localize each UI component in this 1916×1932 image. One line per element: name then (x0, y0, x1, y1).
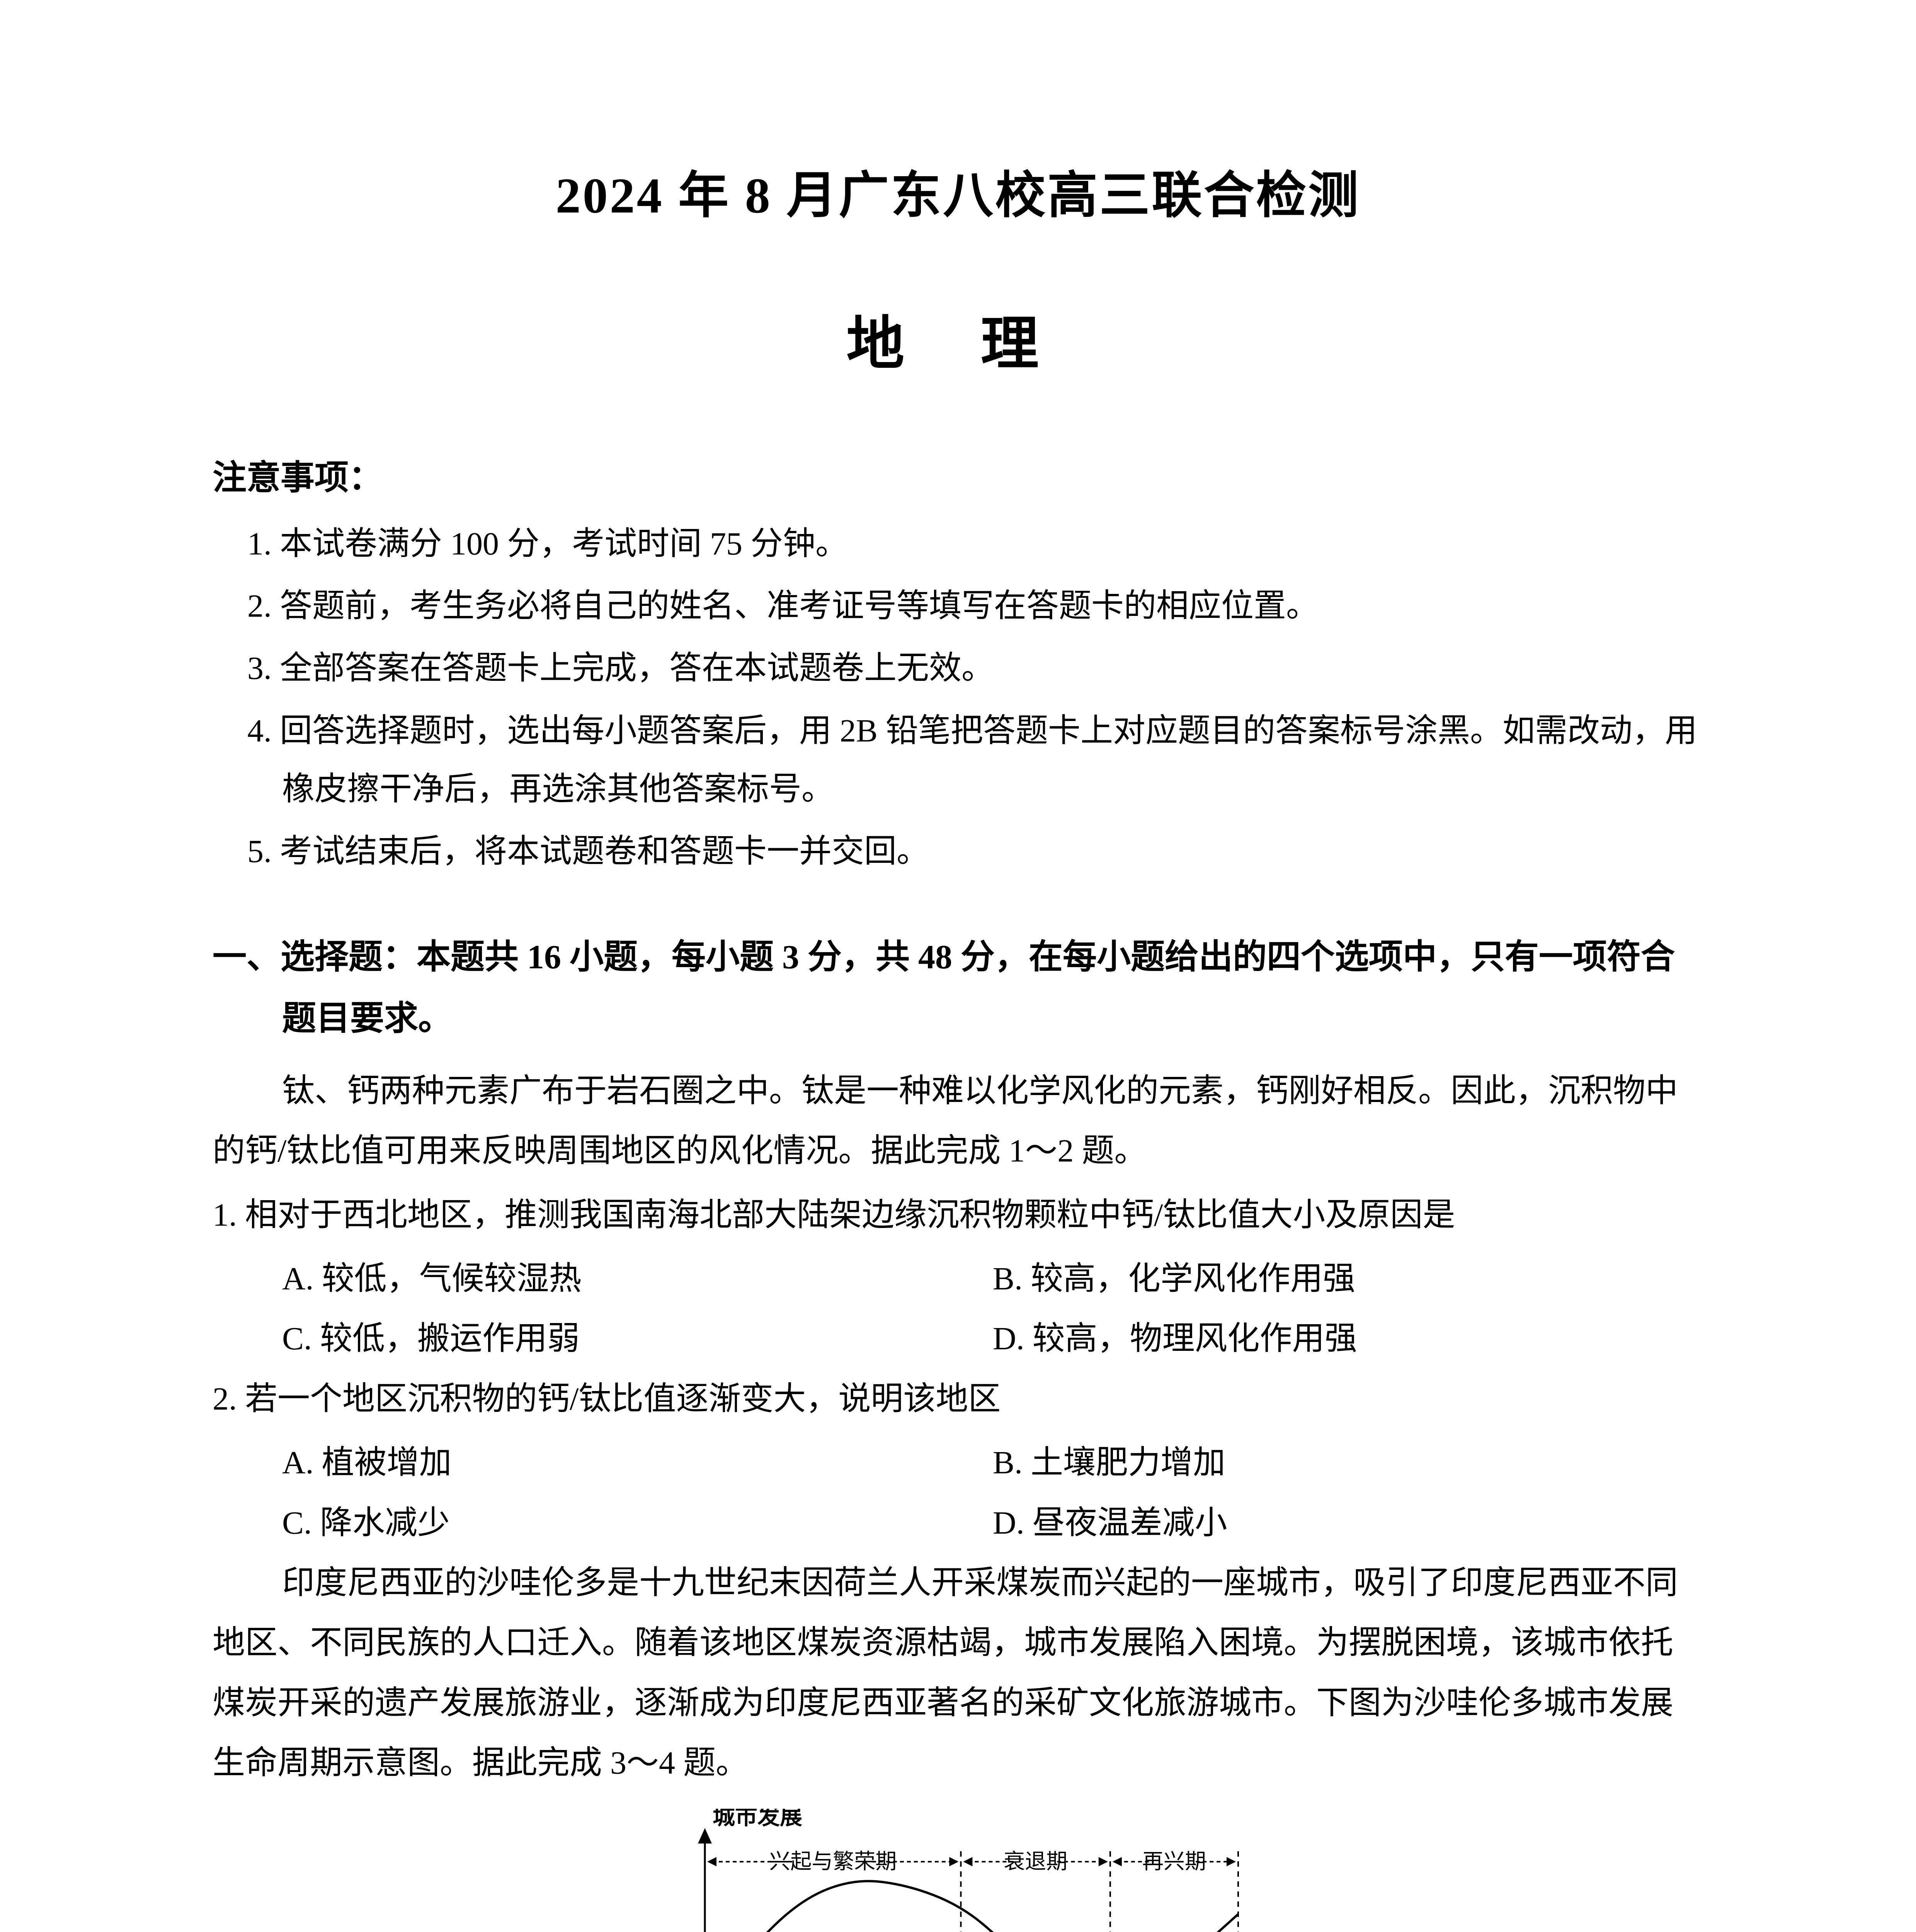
q2-option-b: B. 土壤肥力增加 (993, 1433, 1703, 1493)
svg-text:城市发展: 城市发展 (713, 1809, 802, 1829)
question-2-stem: 2. 若一个地区沉积物的钙/钛比值逐渐变大，说明该地区 (213, 1369, 1703, 1429)
section-1-header: 一、选择题：本题共 16 小题，每小题 3 分，共 48 分，在每小题给出的四个… (282, 927, 1703, 1049)
question-2-options-row-2: C. 降水减少 D. 昼夜温差减小 (282, 1493, 1703, 1553)
svg-text:兴起与繁荣期: 兴起与繁荣期 (769, 1850, 897, 1873)
notice-header: 注意事项： (213, 450, 1703, 499)
q1-option-c: C. 较低，搬运作用弱 (282, 1309, 993, 1369)
lifecycle-chart: 城市发展时间兴起与繁荣期衰退期再兴期 (213, 1809, 1703, 1932)
passage-2: 印度尼西亚的沙哇伦多是十九世纪末因荷兰人开采煤炭而兴起的一座城市，吸引了印度尼西… (213, 1553, 1703, 1793)
q2-option-a: A. 植被增加 (282, 1433, 993, 1493)
notice-item-1: 1. 本试卷满分 100 分，考试时间 75 分钟。 (282, 515, 1703, 573)
q1-option-d: D. 较高，物理风化作用强 (993, 1309, 1703, 1369)
q2-option-c: C. 降水减少 (282, 1493, 993, 1553)
question-1-options-row-2: C. 较低，搬运作用弱 D. 较高，物理风化作用强 (282, 1309, 1703, 1369)
lifecycle-chart-svg: 城市发展时间兴起与繁荣期衰退期再兴期 (659, 1809, 1257, 1932)
passage-1: 钛、钙两种元素广布于岩石圈之中。钛是一种难以化学风化的元素，钙刚好相反。因此，沉… (213, 1061, 1703, 1181)
notice-item-5: 5. 考试结束后，将本试题卷和答题卡一并交回。 (282, 822, 1703, 881)
notice-item-2: 2. 答题前，考生务必将自己的姓名、准考证号等填写在答题卡的相应位置。 (282, 577, 1703, 635)
exam-title: 2024 年 8 月广东八校高三联合检测 (213, 155, 1703, 227)
question-1-options-row-1: A. 较低，气候较湿热 B. 较高，化学风化作用强 (282, 1249, 1703, 1309)
q1-option-a: A. 较低，气候较湿热 (282, 1249, 993, 1309)
q1-option-b: B. 较高，化学风化作用强 (993, 1249, 1703, 1309)
q2-option-d: D. 昼夜温差减小 (993, 1493, 1703, 1553)
question-2-options-row-1: A. 植被增加 B. 土壤肥力增加 (282, 1433, 1703, 1493)
question-1-stem: 1. 相对于西北地区，推测我国南海北部大陆架边缘沉积物颗粒中钙/钛比值大小及原因… (213, 1185, 1703, 1245)
notice-item-4: 4. 回答选择题时，选出每小题答案后，用 2B 铅笔把答题卡上对应题目的答案标号… (282, 702, 1703, 818)
notice-item-3: 3. 全部答案在答题卡上完成，答在本试题卷上无效。 (282, 639, 1703, 697)
subject-title: 地 理 (213, 297, 1703, 381)
